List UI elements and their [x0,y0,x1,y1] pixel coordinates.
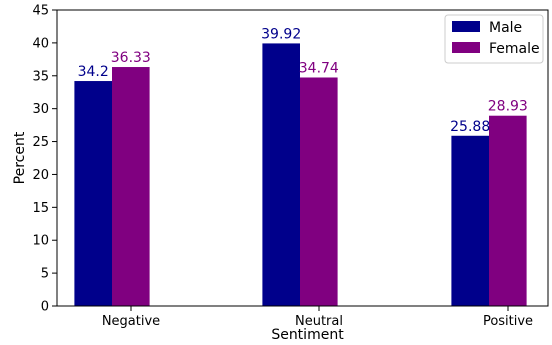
y-tick-label: 20 [32,168,49,183]
legend-swatch-female [452,42,480,53]
y-tick-label: 45 [32,4,49,19]
x-axis-ticks: Negative Neutral Positive [102,306,533,329]
bar-male-positive [451,136,489,306]
legend: Male Female [445,15,543,63]
x-tick-label-positive: Positive [483,314,533,329]
bar-male-neutral [262,43,300,306]
data-label-female-neutral: 34.74 [299,60,339,76]
data-label-female-positive: 28.93 [488,99,528,115]
y-tick-label: 10 [32,234,49,249]
legend-swatch-male [452,21,480,32]
y-tick-label: 15 [32,201,49,216]
y-tick-label: 25 [32,135,49,150]
data-label-male-negative: 34.2 [78,64,109,80]
x-tick-label-negative: Negative [102,314,160,329]
y-tick-label: 0 [41,300,49,315]
bar-female-negative [112,67,150,306]
x-axis-label: Sentiment [271,327,344,343]
y-tick-label: 30 [32,102,49,117]
legend-label-female: Female [489,41,540,57]
bar-female-positive [489,116,527,306]
legend-label-male: Male [489,20,522,36]
y-axis-label: Percent [12,131,28,184]
bar-female-neutral [300,77,338,306]
data-label-male-neutral: 39.92 [261,26,301,42]
y-axis-ticks: 0 5 10 15 20 25 30 35 40 45 [32,4,57,315]
y-tick-label: 40 [32,36,49,51]
data-label-male-positive: 25.88 [450,119,490,135]
bar-male-negative [74,81,112,306]
bars [74,43,526,306]
y-tick-label: 35 [32,69,49,84]
data-label-female-negative: 36.33 [111,50,151,66]
y-tick-label: 5 [41,267,49,282]
